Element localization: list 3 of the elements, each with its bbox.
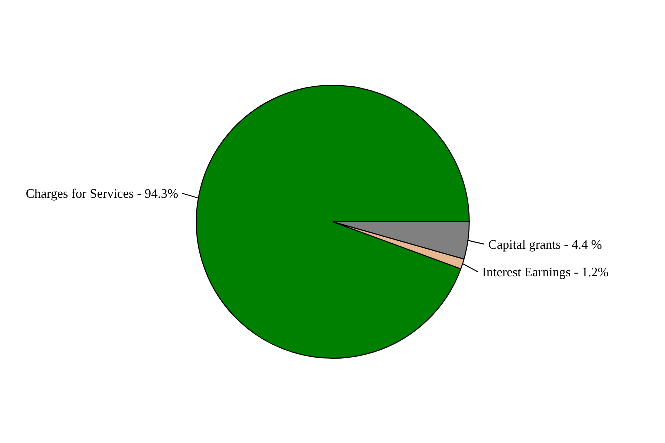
slice-label: Interest Earnings - 1.2%: [482, 264, 609, 280]
slice-label: Capital grants - 4.4 %: [488, 236, 602, 252]
slice-label: Charges for Services - 94.3%: [26, 186, 179, 202]
